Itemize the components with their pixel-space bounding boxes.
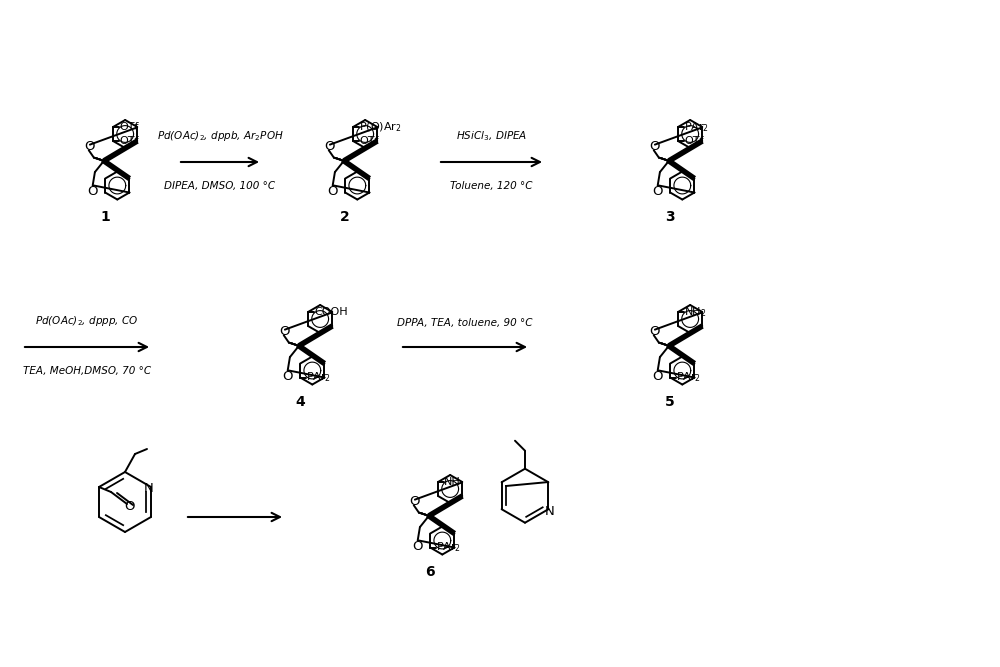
Text: O: O	[409, 495, 420, 508]
Text: 4: 4	[295, 395, 305, 409]
Text: Toluene, 120 °C: Toluene, 120 °C	[450, 181, 533, 191]
Text: OTf: OTf	[684, 136, 704, 146]
Text: P(O)Ar$_2$: P(O)Ar$_2$	[359, 120, 402, 134]
Text: O: O	[84, 140, 95, 153]
Text: O: O	[87, 185, 98, 197]
Text: N: N	[545, 505, 554, 518]
Text: OTf: OTf	[119, 136, 139, 146]
Text: O: O	[412, 540, 423, 553]
Text: O: O	[649, 140, 660, 153]
Text: 1: 1	[100, 209, 110, 223]
Text: NH$_2$: NH$_2$	[684, 305, 707, 319]
Text: PAr$_2$: PAr$_2$	[684, 120, 709, 134]
Text: O: O	[327, 185, 338, 197]
Text: O: O	[282, 370, 293, 383]
Text: O: O	[652, 185, 663, 197]
Text: DIPEA, DMSO, 100 °C: DIPEA, DMSO, 100 °C	[164, 181, 276, 191]
Text: O: O	[324, 140, 335, 153]
Text: O: O	[124, 500, 134, 512]
Text: DPPA, TEA, toluene, 90 °C: DPPA, TEA, toluene, 90 °C	[397, 318, 533, 328]
Text: PAr$_2$: PAr$_2$	[306, 371, 331, 384]
Text: TEA, MeOH,DMSO, 70 °C: TEA, MeOH,DMSO, 70 °C	[23, 366, 151, 376]
Text: COOH: COOH	[314, 307, 348, 317]
Text: Pd(OAc)$_2$, dppp, CO: Pd(OAc)$_2$, dppp, CO	[35, 314, 139, 328]
Text: OTf: OTf	[119, 122, 139, 132]
Text: N: N	[144, 482, 154, 494]
Text: O: O	[652, 370, 663, 383]
Text: OTf: OTf	[359, 136, 379, 146]
Text: 3: 3	[665, 209, 675, 223]
Text: 6: 6	[425, 564, 435, 578]
Text: 2: 2	[340, 209, 350, 223]
Text: Pd(OAc)$_2$, dppb, Ar$_2$POH: Pd(OAc)$_2$, dppb, Ar$_2$POH	[157, 129, 283, 143]
Text: PAr$_2$: PAr$_2$	[436, 541, 461, 554]
Text: HSiCl$_3$, DIPEA: HSiCl$_3$, DIPEA	[456, 129, 527, 143]
Text: PAr$_2$: PAr$_2$	[676, 371, 701, 384]
Text: O: O	[649, 325, 660, 338]
Text: NH: NH	[444, 477, 461, 487]
Text: 5: 5	[665, 395, 675, 409]
Text: O: O	[279, 325, 290, 338]
